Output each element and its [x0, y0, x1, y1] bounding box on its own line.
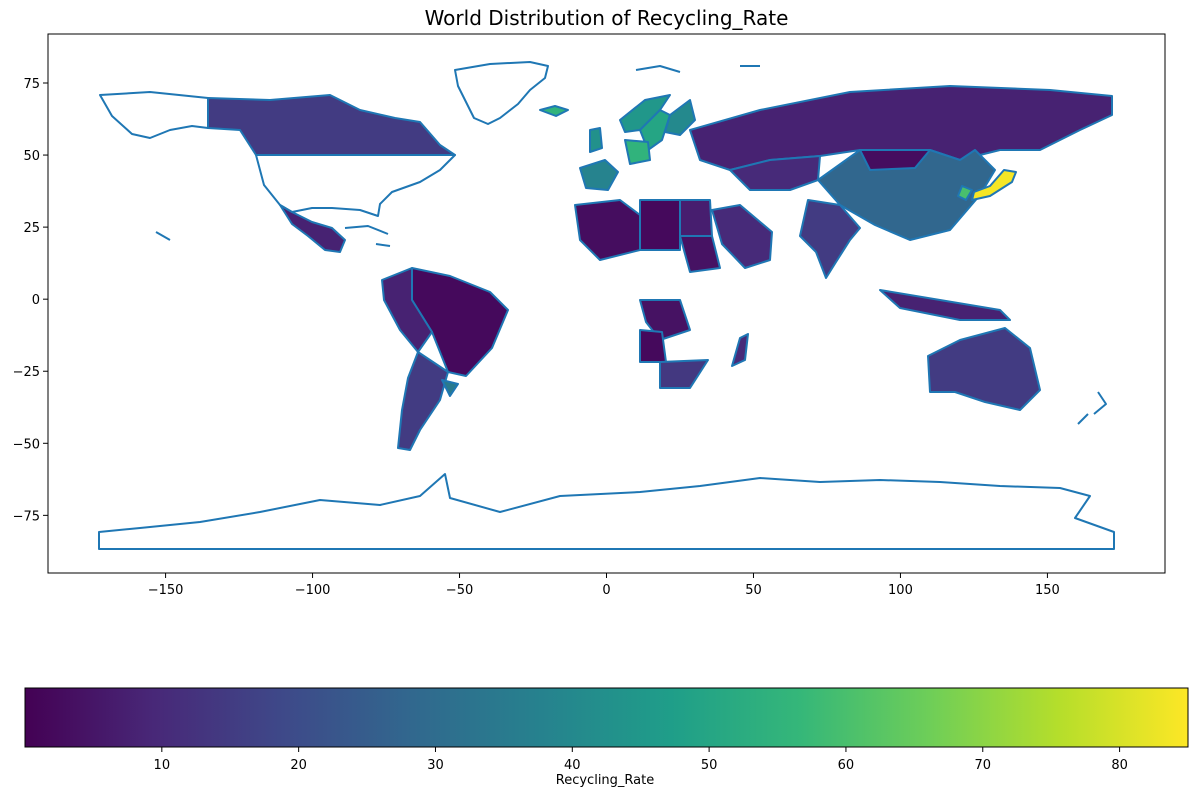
region-france: [579, 159, 619, 191]
region-peru-bolivia: [381, 267, 433, 353]
x-tick-label: −50: [446, 583, 473, 598]
region-south-korea: [957, 185, 973, 201]
map-title: World Distribution of Recycling_Rate: [424, 6, 789, 30]
region-indonesia: [879, 289, 1011, 321]
colorbar-tick-label: 60: [838, 758, 855, 773]
region-libya: [639, 199, 681, 251]
x-tick-label: 150: [1035, 583, 1060, 598]
axes-layer: −150 −100 −50 0 50 100 150 75 50 25 0 −25 −50 −75: [13, 77, 1060, 598]
y-tick-label: 75: [23, 77, 40, 92]
region-egypt: [679, 199, 713, 237]
y-tick-label: 0: [32, 293, 40, 308]
y-tick-label: 50: [23, 149, 40, 164]
outline-new-zealand: [1077, 391, 1107, 425]
region-mongolia: [859, 149, 931, 171]
region-dr-congo: [639, 299, 691, 341]
y-tick-label: −25: [13, 365, 40, 380]
colorbar-tick-label: 50: [701, 758, 718, 773]
region-algeria: [574, 199, 641, 261]
colorbar-tick-label: 20: [290, 758, 307, 773]
colorbar-tick-label: 80: [1111, 758, 1128, 773]
colorbar-tick-label: 70: [974, 758, 991, 773]
region-kazakhstan: [729, 155, 821, 191]
outline-svalbard: [635, 65, 760, 73]
colorbar-tick-label: 30: [427, 758, 444, 773]
colorbar: [24, 687, 1189, 748]
outline-antarctica: [98, 473, 1115, 550]
outline-united-states: [255, 154, 456, 217]
region-australia: [927, 327, 1041, 411]
region-japan: [971, 169, 1017, 201]
x-tick-label: −150: [148, 583, 184, 598]
region-united-kingdom: [589, 127, 603, 153]
region-argentina: [397, 351, 449, 451]
region-canada: [207, 94, 456, 156]
region-finland: [664, 99, 696, 136]
x-tick-label: 0: [602, 583, 610, 598]
region-madagascar: [731, 333, 749, 367]
region-saudi-arabia: [711, 204, 773, 269]
outline-caribbean: [155, 225, 391, 247]
x-tick-label: 50: [745, 583, 762, 598]
regions-layer: [207, 85, 1113, 451]
region-germany: [624, 139, 651, 165]
region-mexico: [279, 204, 346, 253]
region-south-africa: [659, 359, 709, 389]
outline-alaska: [99, 91, 209, 139]
x-tick-label: 100: [888, 583, 913, 598]
region-india: [799, 199, 861, 279]
colorbar-ticks: 10 20 30 40 50 60 70 80: [154, 747, 1128, 773]
y-tick-label: −50: [13, 437, 40, 452]
region-uruguay: [441, 379, 459, 397]
y-tick-label: 25: [23, 221, 40, 236]
y-tick-label: −75: [13, 509, 40, 524]
outline-greenland: [454, 61, 549, 125]
region-sudan: [679, 235, 721, 273]
x-tick-label: −100: [295, 583, 331, 598]
colorbar-label: Recycling_Rate: [555, 773, 655, 788]
unfilled-outlines: [98, 61, 1115, 550]
colorbar-tick-label: 10: [154, 758, 171, 773]
region-iceland: [539, 105, 569, 117]
colorbar-tick-label: 40: [564, 758, 581, 773]
region-angola: [639, 329, 667, 363]
